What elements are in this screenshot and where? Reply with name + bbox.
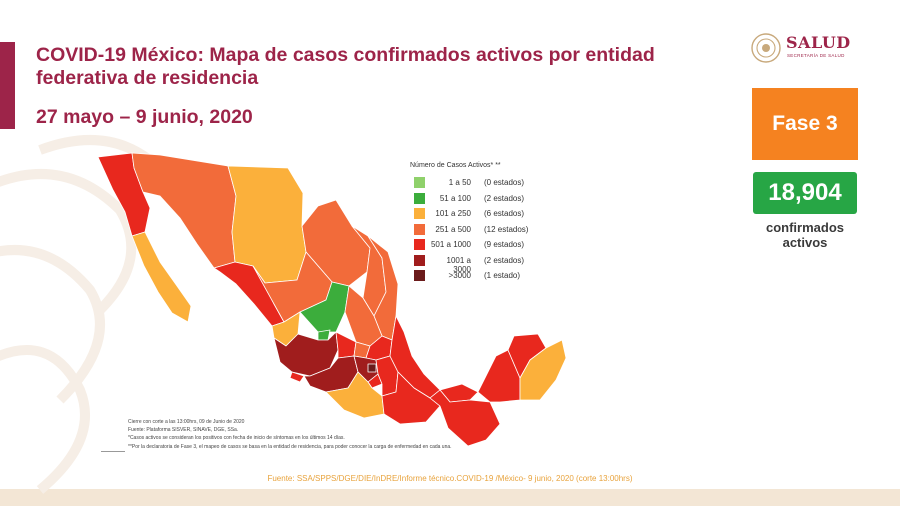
legend-states: (2 estados)	[484, 193, 525, 203]
footnote-phase: **Por la declaratoria de Fase 3, el mape…	[128, 443, 452, 450]
state-colima	[289, 371, 305, 383]
logo-subtitle: SECRETARÍA DE SALUD	[787, 53, 845, 58]
legend-item: 101 a 250 (6 estados)	[410, 208, 550, 224]
legend-item: 1 a 50 (0 estados)	[410, 177, 550, 193]
legend-swatch	[414, 254, 425, 266]
salud-logo	[751, 33, 781, 63]
legend-states: (6 estados)	[484, 209, 525, 218]
date-range: 27 mayo – 9 junio, 2020	[36, 106, 253, 128]
legend-swatch	[414, 239, 425, 250]
legend-item: 251 a 500 (12 estados)	[410, 223, 550, 240]
legend-swatch	[414, 192, 425, 204]
legend-range: 101 a 250	[435, 209, 471, 218]
legend-range: >3000	[448, 271, 471, 280]
source-citation: Fuente: SSA/SPPS/DGE/DIE/InDRE/Informe t…	[267, 474, 633, 483]
legend-item: 51 a 100 (2 estados)	[410, 192, 550, 209]
legend-swatch	[414, 270, 425, 281]
legend-item: 1001 a 3000 (2 estados)	[410, 254, 550, 274]
legend-item: 501 a 1000 (9 estados)	[410, 239, 550, 255]
active-cases-count: 18,904	[753, 172, 857, 214]
footnote-divider	[101, 451, 125, 452]
legend-title: Número de Casos Activos* **	[410, 162, 501, 169]
footnotes: Cierre con corte a las 13:00hrs, 09 de J…	[128, 418, 648, 451]
legend-range: 51 a 100	[439, 193, 471, 203]
legend-swatch	[414, 223, 425, 235]
state-guanajuato	[335, 331, 357, 359]
legend-range: 501 a 1000	[430, 240, 471, 249]
state-guerrero	[325, 371, 385, 419]
phase-badge: Fase 3	[752, 88, 858, 160]
legend-states: (1 estado)	[484, 271, 521, 280]
legend-range: 1001 a 3000	[446, 255, 471, 274]
map-legend: Número de Casos Activos* ** 1 a 50 (0 es…	[410, 162, 550, 286]
logo-wordmark: SALUD	[786, 33, 851, 52]
footer-band	[0, 489, 900, 506]
legend-states: (9 estados)	[484, 240, 525, 249]
state-aguascalientes	[317, 329, 331, 341]
state-baja-california-sur	[131, 231, 192, 323]
legend-states: (12 estados)	[484, 224, 529, 234]
legend-range: 1 a 50	[448, 178, 471, 187]
footnote-definition: *Casos activos se consideran los positiv…	[128, 435, 345, 442]
page-title: COVID-19 México: Mapa de casos confirmad…	[36, 44, 655, 89]
state-cdmx	[367, 363, 377, 373]
legend-swatch	[414, 208, 425, 219]
state-quintana-roo	[519, 339, 567, 401]
legend-swatch	[414, 177, 425, 188]
legend-states: (0 estados)	[484, 178, 525, 187]
state-chiapas	[429, 389, 501, 447]
legend-item: >3000 (1 estado)	[410, 270, 550, 286]
accent-bar	[0, 42, 15, 129]
footnote-source: Fuente: Plataforma SISVER, SINAVE, DGE, …	[128, 427, 239, 434]
active-cases-label: confirmados activos	[765, 220, 844, 250]
legend-range: 251 a 500	[435, 224, 471, 234]
legend-states: (2 estados)	[484, 255, 525, 265]
footnote-cutoff: Cierre con corte a las 13:00hrs, 09 de J…	[128, 419, 245, 425]
